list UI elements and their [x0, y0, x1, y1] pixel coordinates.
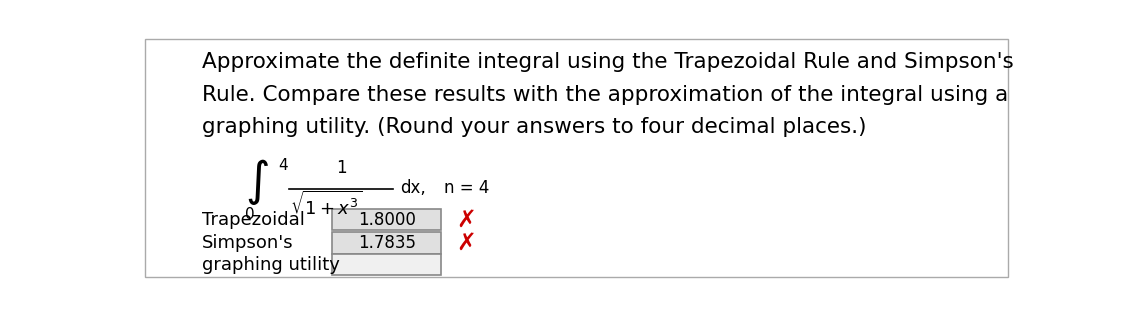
Text: 1.7835: 1.7835 [358, 234, 416, 252]
Text: ✗: ✗ [457, 208, 476, 232]
Text: Approximate the definite integral using the Trapezoidal Rule and Simpson's: Approximate the definite integral using … [201, 52, 1014, 72]
Text: graphing utility: graphing utility [201, 256, 340, 274]
FancyBboxPatch shape [333, 232, 441, 254]
Text: graphing utility. (Round your answers to four decimal places.): graphing utility. (Round your answers to… [201, 117, 866, 137]
Text: Simpson's: Simpson's [201, 234, 294, 252]
Text: Rule. Compare these results with the approximation of the integral using a: Rule. Compare these results with the app… [201, 85, 1008, 105]
FancyBboxPatch shape [333, 254, 441, 275]
Text: dx,: dx, [400, 179, 426, 197]
Text: ✗: ✗ [457, 231, 476, 255]
Text: $\sqrt{1 + x^3}$: $\sqrt{1 + x^3}$ [290, 191, 362, 219]
Text: 1.8000: 1.8000 [358, 211, 416, 228]
Text: 0: 0 [245, 207, 255, 222]
Text: 4: 4 [278, 158, 288, 173]
Text: 1: 1 [336, 159, 346, 177]
Text: Trapezoidal: Trapezoidal [201, 211, 305, 228]
Text: $\int$: $\int$ [245, 157, 269, 207]
Text: n = 4: n = 4 [444, 179, 489, 197]
FancyBboxPatch shape [333, 209, 441, 230]
